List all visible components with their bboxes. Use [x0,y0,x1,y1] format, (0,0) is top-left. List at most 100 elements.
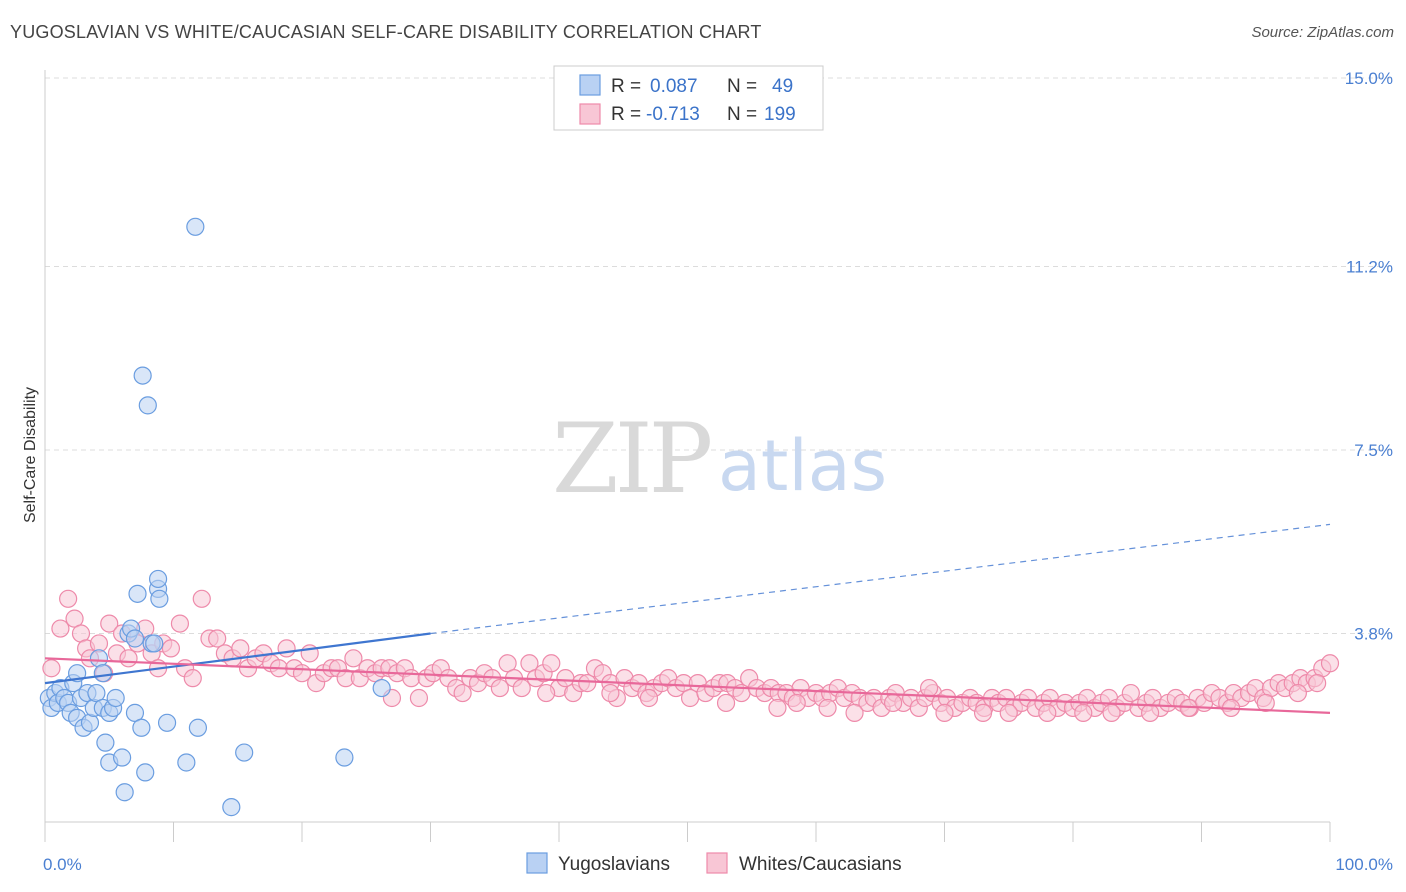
point-white-9 [100,614,119,633]
point-white-21 [183,669,202,688]
point-yugoslavian-39 [148,569,168,589]
point-white-195 [1288,683,1307,703]
y-tick-label-3: 15.0% [1345,69,1393,88]
point-white-2 [59,589,78,608]
watermark: ZIP atlas [552,403,887,515]
legend-r-label-2: R = [611,104,641,125]
x-tick-label-1: 100.0% [1335,855,1393,874]
point-white-198 [787,693,806,713]
y-axis-label: Self-Care Disability [22,387,39,523]
point-yugoslavian-44 [188,718,208,737]
point-yugoslavian-48 [372,678,391,698]
point-white-12 [119,649,138,668]
legend: R = 0.087 N = 49 R = -0.713 N = 199 [553,65,824,131]
point-yugoslavian-40 [150,589,169,608]
legend-n-value-1: 49 [772,76,793,97]
y-tick-label-2: 11.2% [1346,257,1393,276]
point-white-51 [409,688,429,708]
bottom-legend-swatch-whites [706,852,728,874]
point-yugoslavian-18 [93,664,112,683]
point-yugoslavian-25 [112,748,132,767]
point-white-0 [42,659,61,678]
point-white-187 [601,683,620,703]
point-white-19 [170,614,190,633]
legend-n-label-1: N = [727,76,757,97]
point-white-178 [768,698,787,718]
point-yugoslavian-46 [235,743,254,762]
y-tick-labels: 3.8% 7.5% 11.2% 15.0% [1345,69,1393,644]
bottom-legend-label-yugoslavians: Yugoslavians [558,854,670,875]
point-white-194 [1256,693,1275,713]
point-white-183 [1102,703,1121,722]
trend-lines [44,523,1331,714]
point-white-57 [453,683,472,703]
point-yugoslavian-17 [89,649,109,668]
point-white-62 [490,678,509,698]
point-yugoslavian-33 [133,366,152,385]
legend-r-label-1: R = [611,76,641,97]
trend-line-dashed-0 [430,523,1331,635]
watermark-zip: ZIP [552,403,711,515]
trend-line-solid-1 [44,657,1331,714]
point-white-184 [818,698,837,718]
point-white-148 [1121,683,1140,703]
point-yugoslavian-20 [96,733,115,752]
point-white-27 [231,639,250,658]
point-yugoslavian-45 [222,798,241,817]
source-label: Source: ZipAtlas.com [1251,24,1394,41]
point-yugoslavian-35 [138,396,157,415]
point-yugoslavian-43 [186,217,205,236]
grid-lines [45,77,1392,635]
point-white-197 [919,678,939,698]
point-white-42 [344,649,363,668]
point-yugoslavian-42 [177,753,196,772]
point-white-18 [161,639,181,658]
legend-r-value-2: -0.713 [646,104,700,125]
series-yugoslavians [39,217,391,817]
point-white-191 [1140,703,1160,722]
point-yugoslavian-31 [128,584,147,603]
bottom-legend-swatch-yugoslavians [526,852,548,874]
point-yugoslavian-32 [132,718,151,737]
point-white-188 [883,693,903,713]
point-yugoslavian-24 [106,688,125,708]
point-white-182 [1074,703,1093,722]
point-white-185 [716,693,736,713]
point-yugoslavian-14 [80,713,100,732]
point-yugoslavian-41 [157,713,177,732]
legend-r-value-1: 0.087 [650,76,698,97]
point-white-88 [680,688,700,708]
bottom-legend-label-whites: Whites/Caucasians [739,854,902,875]
point-white-71 [556,669,575,688]
point-white-186 [639,688,659,708]
point-white-33 [277,639,296,658]
point-white-190 [1038,703,1057,722]
point-white-74 [578,674,597,693]
point-white-22 [192,589,211,608]
trend-line-solid-0 [44,632,431,685]
series-whites-caucasians [42,589,1340,722]
legend-swatch-yugoslavians [579,74,601,96]
bottom-legend: Yugoslavians Whites/Caucasians [526,852,902,875]
point-white-69 [542,654,561,673]
y-tick-label-0: 3.8% [1354,625,1393,644]
legend-n-label-2: N = [727,104,757,125]
legend-n-value-2: 199 [764,104,796,125]
point-white-196 [1308,674,1327,693]
watermark-atlas: atlas [718,425,887,507]
point-white-1 [51,619,70,638]
point-yugoslavian-47 [335,748,354,767]
point-white-189 [973,703,993,722]
point-yugoslavian-30 [125,629,145,648]
chart-title: YUGOSLAVIAN VS WHITE/CAUCASIAN SELF-CARE… [10,22,762,42]
point-yugoslavian-37 [145,634,164,653]
point-white-176 [537,683,556,703]
point-white-180 [935,703,954,722]
point-white-179 [845,703,864,722]
legend-swatch-whites [579,103,601,125]
y-tick-label-1: 7.5% [1354,441,1393,460]
point-white-24 [208,629,227,648]
point-white-181 [999,703,1018,722]
point-yugoslavian-34 [136,763,155,782]
